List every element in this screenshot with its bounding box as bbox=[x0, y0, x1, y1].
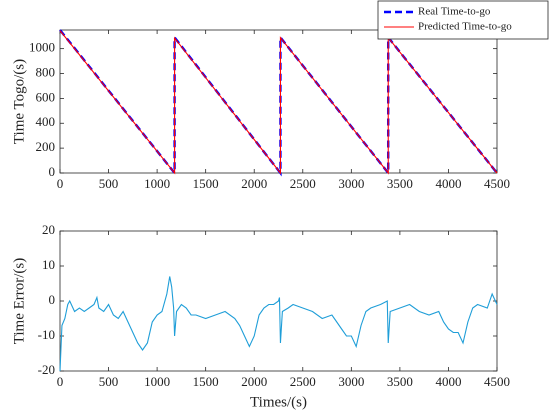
y-tick-label: 10 bbox=[42, 257, 55, 272]
y-tick-label: 600 bbox=[36, 89, 56, 104]
plot-area bbox=[59, 29, 498, 174]
x-tick-label: 3500 bbox=[387, 374, 413, 389]
y-tick-label: 200 bbox=[36, 139, 56, 154]
y-tick-label: 1000 bbox=[29, 40, 55, 55]
x-tick-label: 2500 bbox=[290, 374, 316, 389]
x-tick-label: 2000 bbox=[241, 374, 267, 389]
legend-box bbox=[377, 0, 549, 40]
legend-label: Real Time-to-go bbox=[418, 6, 491, 18]
x-tick-label: 4000 bbox=[435, 374, 461, 389]
y-tick-label: 20 bbox=[42, 222, 55, 237]
y-tick-label: 400 bbox=[36, 114, 56, 129]
x-tick-label: 2500 bbox=[290, 176, 316, 191]
x-tick-label: 4000 bbox=[435, 176, 461, 191]
x-tick-label: 1500 bbox=[193, 176, 219, 191]
x-tick-label: 500 bbox=[99, 176, 119, 191]
series-line bbox=[59, 276, 498, 372]
series-line bbox=[59, 30, 498, 175]
y-tick-label: 0 bbox=[49, 164, 56, 179]
y-tick-label: 0 bbox=[49, 292, 56, 307]
y-tick-label: -20 bbox=[38, 362, 55, 377]
x-axis-label: Times/(s) bbox=[250, 394, 307, 410]
x-tick-label: 1000 bbox=[144, 176, 170, 191]
y-tick-label: 800 bbox=[36, 65, 56, 80]
x-tick-label: 500 bbox=[99, 374, 119, 389]
y-axis-label: Time Togo/(s) bbox=[11, 59, 27, 144]
x-tick-label: 0 bbox=[57, 374, 64, 389]
x-tick-label: 4500 bbox=[484, 374, 510, 389]
y-tick-label: -10 bbox=[38, 327, 55, 342]
x-tick-label: 4500 bbox=[484, 176, 510, 191]
x-tick-label: 1000 bbox=[144, 374, 170, 389]
x-tick-label: 3500 bbox=[387, 176, 413, 191]
legend-label: Predicted Time-to-go bbox=[418, 21, 512, 33]
x-tick-label: 2000 bbox=[241, 176, 267, 191]
x-tick-label: 0 bbox=[57, 176, 64, 191]
x-tick-label: 1500 bbox=[193, 374, 219, 389]
y-axis-label: Time Error/(s) bbox=[11, 258, 27, 345]
x-tick-label: 3000 bbox=[338, 374, 364, 389]
x-tick-label: 3000 bbox=[338, 176, 364, 191]
